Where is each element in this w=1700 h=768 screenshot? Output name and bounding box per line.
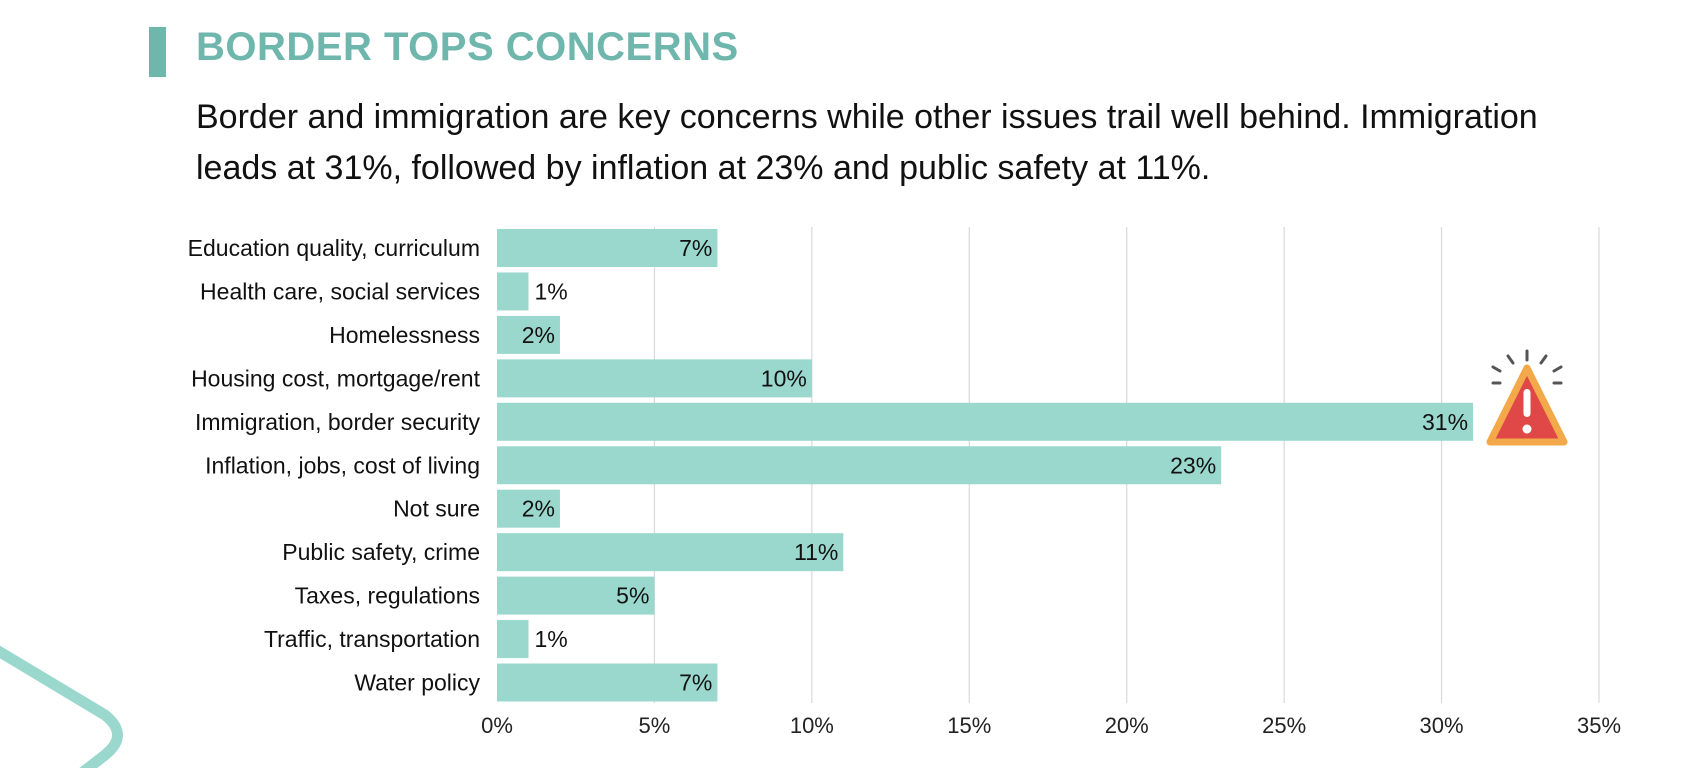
bar <box>497 359 812 398</box>
data-label: 2% <box>522 322 555 348</box>
bars <box>497 229 1474 702</box>
bar <box>497 229 718 267</box>
data-label: 2% <box>522 496 555 522</box>
data-label: 10% <box>761 365 807 391</box>
category-label: Taxes, regulations <box>295 583 480 609</box>
data-label: 7% <box>679 670 712 696</box>
x-tick-label: 30% <box>1420 713 1464 738</box>
bar <box>497 402 1474 441</box>
category-label: Inflation, jobs, cost of living <box>205 452 480 478</box>
data-label: 7% <box>679 235 712 261</box>
category-label: Housing cost, mortgage/rent <box>191 365 481 391</box>
category-label: Water policy <box>354 670 480 696</box>
x-tick-label: 35% <box>1577 713 1621 738</box>
data-label: 11% <box>794 539 838 565</box>
category-label: Public safety, crime <box>282 539 480 565</box>
bar <box>497 533 844 572</box>
bar <box>497 620 529 659</box>
chart-subtitle: Border and immigration are key concerns … <box>196 98 1538 187</box>
data-label: 5% <box>616 583 649 609</box>
x-tick-label: 15% <box>947 713 991 738</box>
x-tick-label: 25% <box>1262 713 1306 738</box>
bar <box>497 315 560 354</box>
value-labels: 7% 1% 2% 10% 31% 23% 2% 11% 5% 1% 7% <box>522 235 1468 696</box>
page-title: BORDER TOPS CONCERNS <box>196 25 739 69</box>
category-labels: Education quality, curriculum Health care… <box>188 235 481 696</box>
x-tick-label: 10% <box>790 713 834 738</box>
category-label: Not sure <box>393 496 480 522</box>
x-tick-label: 5% <box>639 713 671 738</box>
category-label: Homelessness <box>329 322 480 348</box>
category-label: Immigration, border security <box>195 409 481 435</box>
bar <box>497 576 655 615</box>
bar <box>497 272 529 311</box>
data-label: 1% <box>534 626 567 652</box>
category-label: Education quality, curriculum <box>188 235 480 261</box>
bar <box>497 489 560 528</box>
data-label: 31% <box>1422 409 1468 435</box>
warning-triangle-icon <box>1486 349 1568 446</box>
title-accent-bar <box>149 27 166 77</box>
data-label: 1% <box>534 278 567 304</box>
x-axis-ticks: 0% 5% 10% 15% 20% 25% 30% 35% <box>481 713 1621 738</box>
bar <box>497 446 1222 485</box>
x-tick-label: 0% <box>481 713 513 738</box>
x-tick-label: 20% <box>1105 713 1149 738</box>
data-label: 23% <box>1170 452 1216 478</box>
category-label: Traffic, transportation <box>264 626 480 652</box>
category-label: Health care, social services <box>200 278 480 304</box>
bar <box>497 663 718 702</box>
